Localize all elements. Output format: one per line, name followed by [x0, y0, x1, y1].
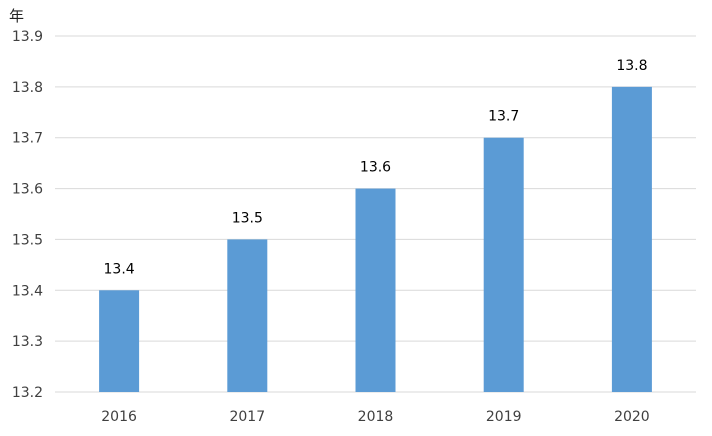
- x-axis-ticks: 2016 2017 2018 2019 2020: [101, 409, 649, 425]
- y-unit-label: 年: [9, 7, 25, 25]
- x-tick-label: 2017: [229, 409, 265, 425]
- y-tick-label: 13.6: [12, 182, 43, 198]
- bar-2020: [611, 86, 652, 392]
- y-axis-ticks: 13.2 13.3 13.4 13.5 13.6 13.7 13.8 13.9: [12, 29, 43, 401]
- data-label: 13.8: [616, 58, 647, 74]
- x-tick-label: 2018: [358, 409, 394, 425]
- x-tick-label: 2020: [614, 409, 650, 425]
- y-tick-label: 13.4: [12, 283, 43, 299]
- x-tick-label: 2019: [486, 409, 522, 425]
- data-label: 13.6: [360, 160, 391, 176]
- bar-2019: [483, 137, 524, 392]
- bar-2016: [99, 290, 140, 392]
- bars: [99, 86, 652, 392]
- x-tick-label: 2016: [101, 409, 137, 425]
- bar-2017: [227, 239, 268, 392]
- y-tick-label: 13.7: [12, 131, 43, 147]
- bar-2018: [355, 188, 396, 392]
- y-tick-label: 13.5: [12, 232, 43, 248]
- y-tick-label: 13.8: [12, 80, 43, 96]
- data-labels: 13.4 13.5 13.6 13.7 13.8: [104, 58, 648, 277]
- data-label: 13.5: [232, 210, 263, 226]
- data-label: 13.7: [488, 109, 519, 125]
- y-tick-label: 13.2: [12, 385, 43, 401]
- y-tick-label: 13.3: [12, 334, 43, 350]
- data-label: 13.4: [104, 261, 135, 277]
- y-tick-label: 13.9: [12, 29, 43, 45]
